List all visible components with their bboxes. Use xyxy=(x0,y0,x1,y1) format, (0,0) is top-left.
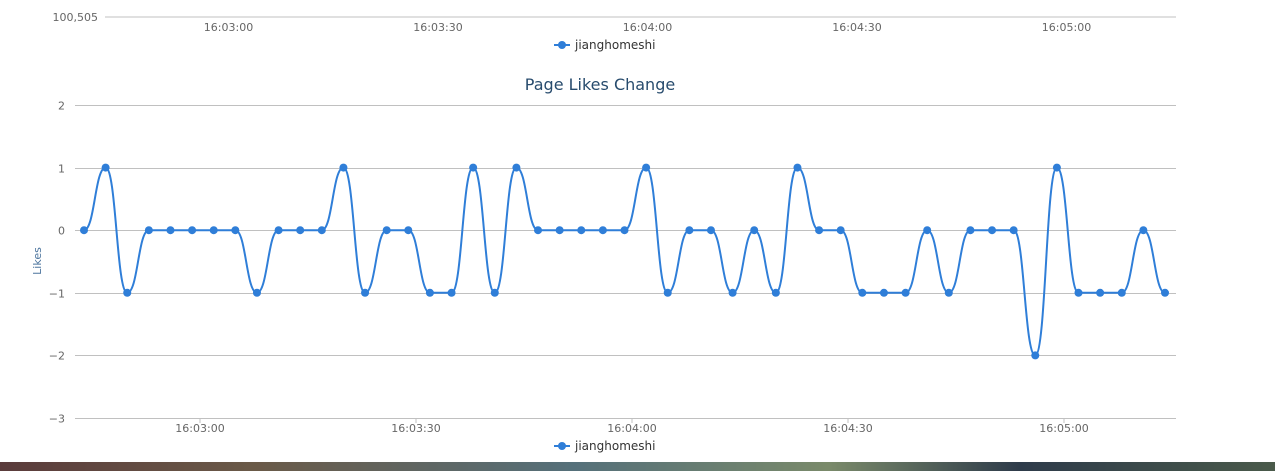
top-chart-y-tick-label: 100,505 xyxy=(53,11,99,24)
data-point[interactable] xyxy=(490,288,499,297)
data-point[interactable] xyxy=(728,288,737,297)
top-chart-x-tick-label: 16:04:00 xyxy=(623,21,672,34)
legend-marker-icon xyxy=(558,41,566,49)
data-point[interactable] xyxy=(1031,351,1040,360)
main-chart-grid xyxy=(75,105,1176,419)
data-point[interactable] xyxy=(188,226,197,235)
data-point[interactable] xyxy=(80,226,88,235)
main-chart-y-axis: 2 1 0 −1 −2 −3 xyxy=(49,100,65,426)
data-point[interactable] xyxy=(209,226,218,235)
data-point[interactable] xyxy=(1009,226,1018,235)
y-tick-label: 1 xyxy=(58,163,65,176)
data-point[interactable] xyxy=(296,226,305,235)
top-chart-x-tick-label: 16:03:30 xyxy=(413,21,462,34)
y-tick-label: −1 xyxy=(49,288,65,301)
data-point[interactable] xyxy=(555,226,564,235)
main-chart-legend[interactable]: jianghomeshi xyxy=(554,439,655,453)
data-point[interactable] xyxy=(858,288,867,297)
top-chart-legend[interactable]: jianghomeshi xyxy=(554,38,655,52)
top-chart-x-axis: 16:03:00 16:03:30 16:04:00 16:04:30 16:05:00 xyxy=(204,21,1091,34)
data-point[interactable] xyxy=(923,226,932,235)
y-tick-label: 2 xyxy=(58,100,65,113)
data-point[interactable] xyxy=(361,288,370,297)
bottom-strip xyxy=(0,462,1275,471)
data-point[interactable] xyxy=(252,288,261,297)
top-chart-x-tick-label: 16:05:00 xyxy=(1042,21,1091,34)
data-point[interactable] xyxy=(598,226,607,235)
y-axis-title: Likes xyxy=(31,247,44,275)
top-chart-x-tick-label: 16:04:30 xyxy=(832,21,881,34)
x-tick-label: 16:03:30 xyxy=(391,422,440,435)
data-point[interactable] xyxy=(750,226,759,235)
data-point[interactable] xyxy=(231,226,240,235)
data-point[interactable] xyxy=(706,226,715,235)
data-point[interactable] xyxy=(944,288,953,297)
data-point[interactable] xyxy=(404,226,413,235)
main-chart-x-axis: 16:03:00 16:03:30 16:04:00 16:04:30 16:05:00 xyxy=(175,418,1089,435)
legend-marker-icon xyxy=(558,442,566,450)
data-point[interactable] xyxy=(771,288,780,297)
data-point[interactable] xyxy=(642,163,651,172)
x-tick-label: 16:04:00 xyxy=(607,422,656,435)
data-point[interactable] xyxy=(123,288,132,297)
data-point[interactable] xyxy=(425,288,434,297)
y-tick-label: −3 xyxy=(49,413,65,426)
data-point[interactable] xyxy=(793,163,802,172)
data-point[interactable] xyxy=(1074,288,1083,297)
data-point[interactable] xyxy=(144,226,153,235)
data-point[interactable] xyxy=(512,163,521,172)
series-line xyxy=(83,166,1166,357)
data-point[interactable] xyxy=(447,288,456,297)
series-jianghomeshi[interactable] xyxy=(80,163,1169,360)
x-tick-label: 16:04:30 xyxy=(823,422,872,435)
data-point[interactable] xyxy=(1096,288,1105,297)
y-tick-label: −2 xyxy=(49,350,65,363)
main-chart-legend-label: jianghomeshi xyxy=(574,439,655,453)
data-point[interactable] xyxy=(620,226,629,235)
data-point[interactable] xyxy=(988,226,997,235)
data-point[interactable] xyxy=(534,226,543,235)
data-point[interactable] xyxy=(901,288,910,297)
data-point[interactable] xyxy=(815,226,824,235)
x-tick-label: 16:03:00 xyxy=(175,422,224,435)
top-chart-x-tick-label: 16:03:00 xyxy=(204,21,253,34)
x-tick-label: 16:05:00 xyxy=(1039,422,1088,435)
main-chart: Page Likes Change Likes 2 1 0 −1 −2 −3 16:03:… xyxy=(31,75,1176,453)
data-point[interactable] xyxy=(469,163,478,172)
data-point[interactable] xyxy=(339,163,348,172)
data-point[interactable] xyxy=(663,288,672,297)
chart-title: Page Likes Change xyxy=(525,75,675,94)
data-point[interactable] xyxy=(1052,163,1061,172)
data-point[interactable] xyxy=(577,226,586,235)
data-point[interactable] xyxy=(836,226,845,235)
data-point[interactable] xyxy=(685,226,694,235)
data-point[interactable] xyxy=(101,163,110,172)
data-point[interactable] xyxy=(274,226,283,235)
data-point[interactable] xyxy=(317,226,326,235)
data-point[interactable] xyxy=(879,288,888,297)
y-tick-label: 0 xyxy=(58,225,65,238)
data-point[interactable] xyxy=(1117,288,1126,297)
top-chart-legend-label: jianghomeshi xyxy=(574,38,655,52)
data-point[interactable] xyxy=(966,226,975,235)
data-point[interactable] xyxy=(1161,288,1169,297)
data-point[interactable] xyxy=(382,226,391,235)
data-point[interactable] xyxy=(166,226,175,235)
data-point[interactable] xyxy=(1139,226,1148,235)
top-chart: 100,505 16:03:00 16:03:30 16:04:00 16:04:30… xyxy=(53,11,1176,52)
